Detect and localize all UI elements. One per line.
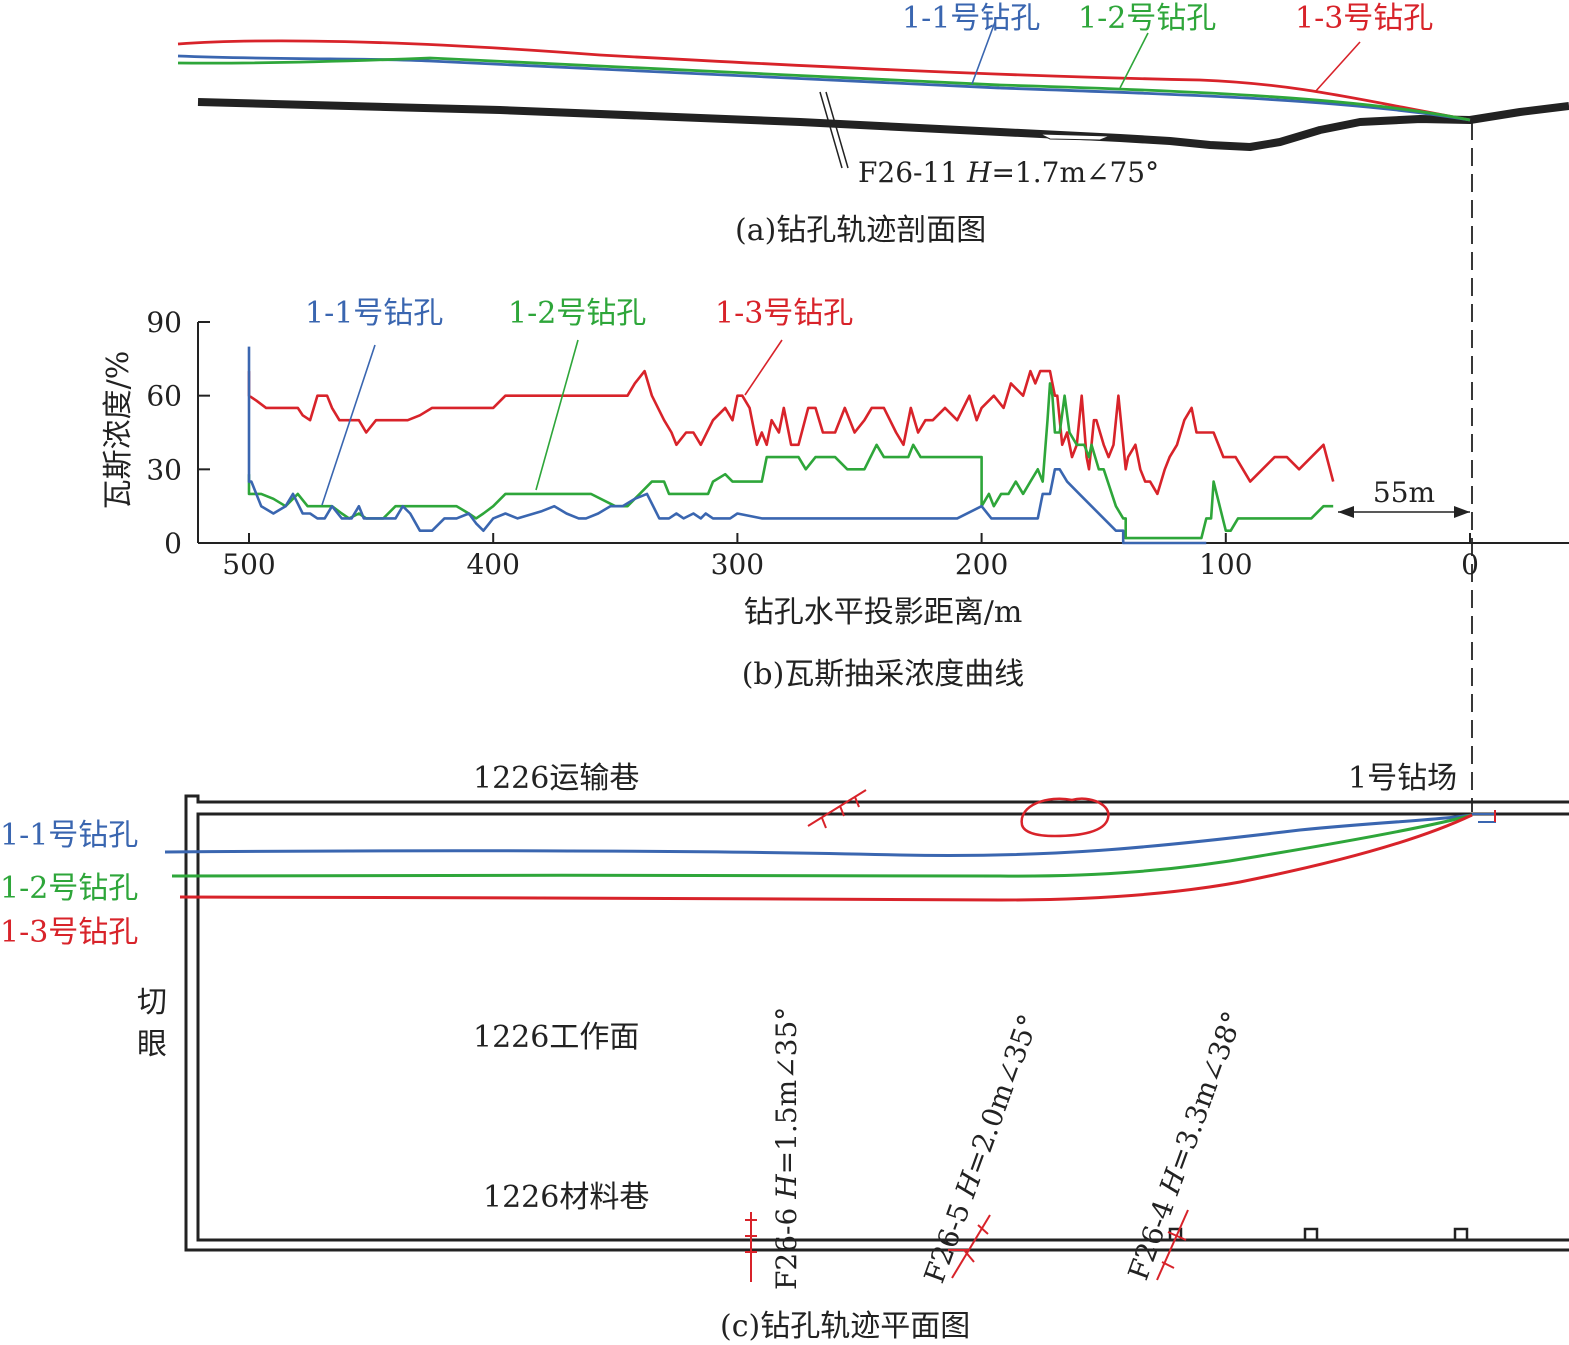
profile-leader-1-3 <box>1314 41 1361 93</box>
profile-leader-1-1 <box>971 21 996 85</box>
profile-label-1-2: 1-2号钻孔 <box>1078 1 1216 36</box>
plan-trace-1-3 <box>179 813 1473 902</box>
chart-caption: (b)瓦斯抽采浓度曲线 <box>742 657 1025 692</box>
profile-fault-line-2 <box>825 91 849 169</box>
x-tick-label: 300 <box>711 548 764 581</box>
chart-leader-1-1 <box>321 344 376 506</box>
chart-label-1-1: 1-1号钻孔 <box>305 296 443 331</box>
concentration-chart: 0 30 60 90 500 400 300 200 100 0 瓦斯浓度/% 钻孔水平投影距离… <box>101 296 1569 692</box>
profile-caption: (a)钻孔轨迹剖面图 <box>735 213 986 248</box>
series-line-1 <box>247 346 1207 545</box>
drill-site-label: 1号钻场 <box>1348 761 1457 796</box>
profile-trace-1-3 <box>177 39 1471 122</box>
plan-trace-1-2 <box>171 813 1473 878</box>
plan-label-1-2: 1-2号钻孔 <box>0 871 138 906</box>
anomaly-zone-outline <box>1020 797 1110 838</box>
plan-label-1-3: 1-3号钻孔 <box>0 915 138 950</box>
chart-label-1-3: 1-3号钻孔 <box>715 296 853 331</box>
x-tick-label: 200 <box>955 548 1008 581</box>
y-tick-label: 90 <box>146 306 182 339</box>
profile-fault-label: F26-11 H=1.7m∠75° <box>858 156 1159 189</box>
series-line-2 <box>247 382 1334 540</box>
plan-panel: 1-1号钻孔 1-2号钻孔 1-3号钻孔 1226运输巷 1号钻场 1226工作… <box>0 761 1569 1344</box>
fault-label-f26-6: F26-6 H=1.5m∠35° <box>770 1007 803 1290</box>
cut-hole-label-2: 眼 <box>137 1027 167 1062</box>
x-tick-label: 0 <box>1461 548 1479 581</box>
plan-label-1-1: 1-1号钻孔 <box>0 818 138 853</box>
working-face-label: 1226工作面 <box>473 1020 639 1055</box>
profile-label-1-3: 1-3号钻孔 <box>1295 1 1433 36</box>
chart-leader-1-2 <box>535 339 579 491</box>
roadway-top-label: 1226运输巷 <box>473 761 639 796</box>
x-tick-label: 500 <box>222 548 275 581</box>
profile-leader-1-2 <box>1119 32 1149 89</box>
profile-label-1-1: 1-1号钻孔 <box>902 1 1040 36</box>
plan-trace-1-1 <box>164 813 1473 858</box>
cut-hole-label-1: 切 <box>137 985 167 1020</box>
distance-annotation: 55m <box>1338 476 1470 518</box>
roadway-bottom-label: 1226材料巷 <box>483 1180 649 1215</box>
profile-trace-1-2 <box>177 56 1471 122</box>
profile-seam-lens <box>1039 133 1111 141</box>
series-line-3 <box>247 369 1335 496</box>
y-tick-label: 60 <box>146 380 182 413</box>
material-roadway-niches <box>1168 1227 1469 1240</box>
chart-leader-1-3 <box>744 339 783 396</box>
fault-label-f26-4: F26-4 H=3.3m∠38° <box>1122 1007 1250 1284</box>
x-axis-label: 钻孔水平投影距离/m <box>744 595 1023 630</box>
x-ticks: 500 400 300 200 100 0 <box>222 533 1479 581</box>
y-axis-label: 瓦斯浓度/% <box>101 351 136 510</box>
y-tick-label: 30 <box>146 453 182 486</box>
profile-coal-seam <box>197 98 1569 151</box>
chart-label-1-2: 1-2号钻孔 <box>508 296 646 331</box>
plan-frame <box>184 794 1569 1252</box>
profile-fault-line <box>819 91 843 169</box>
fault-label-f26-5: F26-5 H=2.0m∠35° <box>918 1010 1046 1287</box>
plan-caption: (c)钻孔轨迹平面图 <box>720 1309 970 1344</box>
distance-label: 55m <box>1373 476 1435 509</box>
plan-fault-marker-top <box>807 789 867 829</box>
x-tick-label: 100 <box>1199 548 1252 581</box>
y-tick-label: 0 <box>164 527 182 560</box>
x-tick-label: 400 <box>466 548 519 581</box>
series-lines <box>247 346 1335 545</box>
y-ticks: 0 30 60 90 <box>146 306 210 560</box>
plan-fault-markers-bottom <box>745 1209 1189 1282</box>
profile-panel: 1-1号钻孔 1-2号钻孔 1-3号钻孔 F26-11 H=1.7m∠75° (… <box>177 1 1569 248</box>
